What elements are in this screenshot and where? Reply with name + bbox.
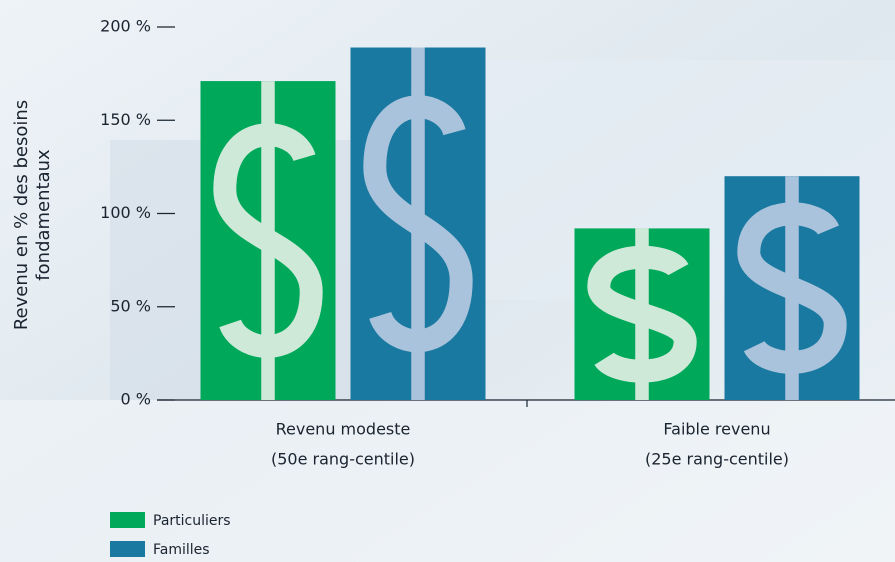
y-tick-label: 100 % xyxy=(100,203,151,222)
y-axis-label: Revenu en % des besoins fondamentaux xyxy=(11,100,54,330)
x-tick-note: (50e rang-centile) xyxy=(271,450,415,469)
x-tick-label: Faible revenu xyxy=(663,420,770,439)
dollar-sign xyxy=(587,245,697,383)
dollar-sign xyxy=(737,202,847,374)
y-axis-label-line: fondamentaux xyxy=(33,149,54,281)
legend-label: Familles xyxy=(153,542,210,558)
y-tick-label: 150 % xyxy=(100,110,151,129)
x-tick-label: Revenu modeste xyxy=(276,420,411,439)
dollar-sign xyxy=(213,123,323,358)
y-axis-label-line: Revenu en % des besoins xyxy=(11,100,32,330)
y-tick-label: 0 % xyxy=(121,390,151,409)
legend-swatch xyxy=(110,512,145,528)
legend-label: Particuliers xyxy=(153,513,231,529)
dollar-sign xyxy=(363,95,473,353)
y-tick-label: 200 % xyxy=(100,17,151,36)
y-tick-label: 50 % xyxy=(110,296,151,315)
x-tick-note: (25e rang-centile) xyxy=(645,450,789,469)
legend-swatch xyxy=(110,541,145,557)
background-shape xyxy=(0,400,895,562)
